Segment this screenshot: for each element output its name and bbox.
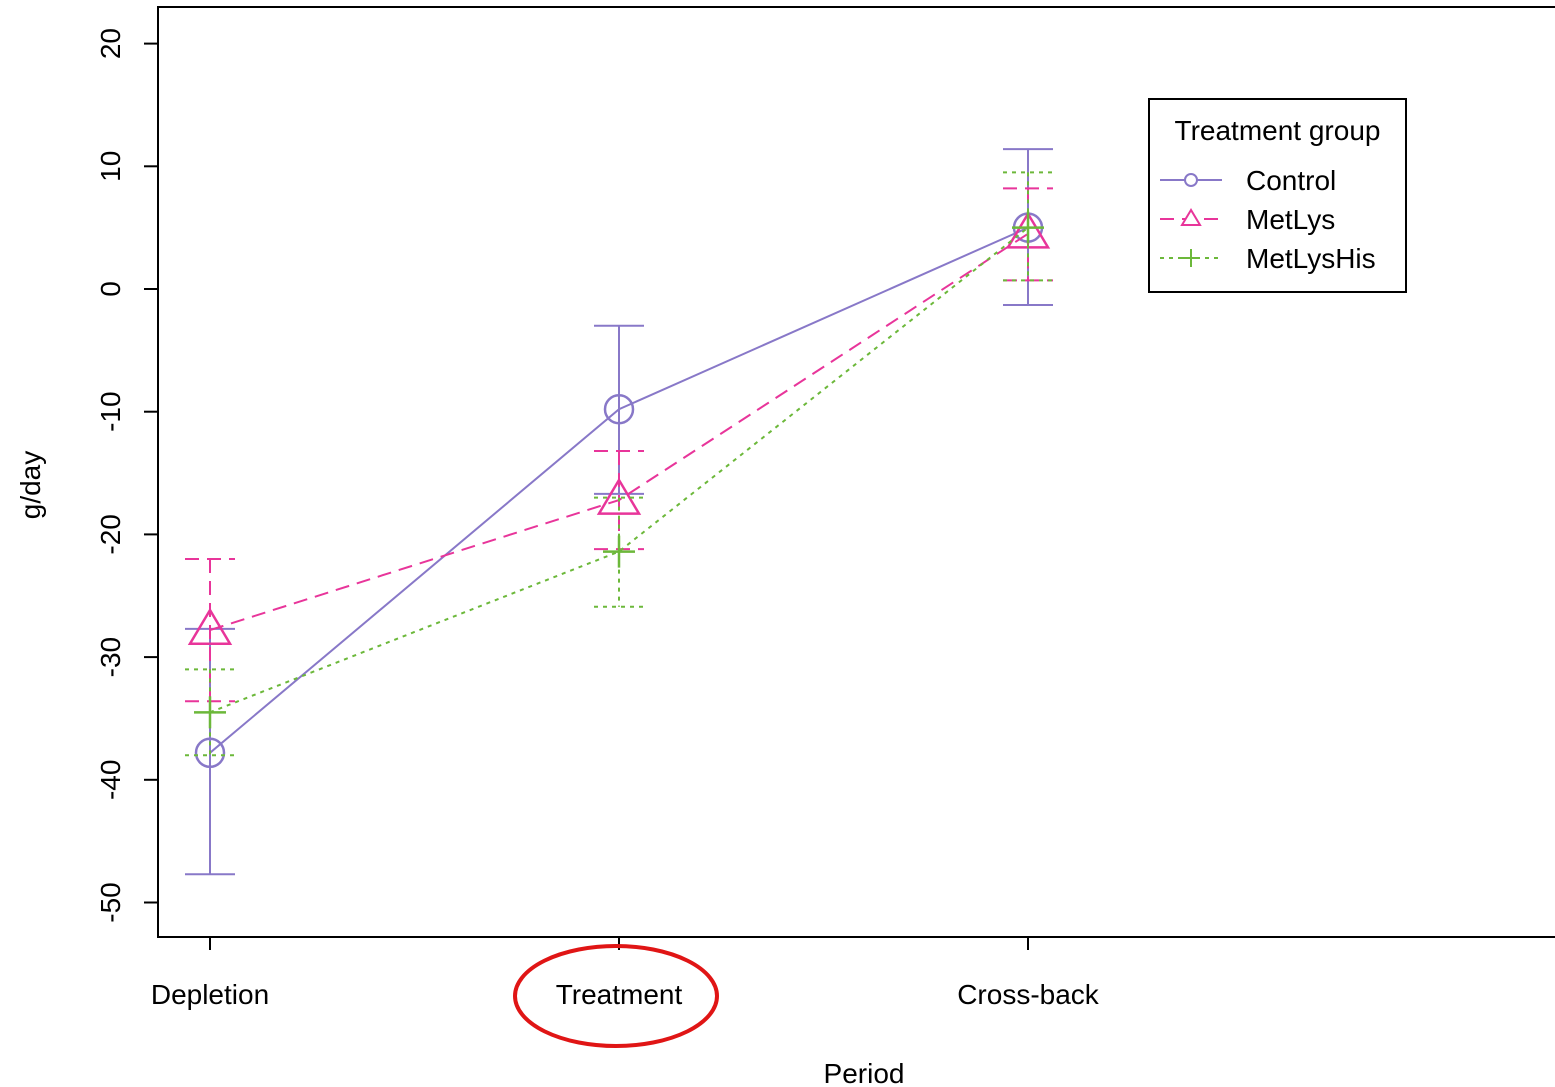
y-tick-label: -50 [95, 882, 126, 922]
data-point [596, 477, 642, 515]
highlight-circle-annotation [513, 944, 719, 1048]
y-tick-label: -30 [95, 637, 126, 677]
y-tick-label: 10 [95, 151, 126, 182]
data-point [603, 535, 635, 568]
legend-label: Control [1246, 165, 1336, 196]
x-axis-title: Period [824, 1058, 905, 1087]
legend-title: Treatment group [1175, 115, 1381, 146]
data-point [187, 607, 233, 645]
x-tick-label: Depletion [151, 979, 269, 1010]
series-metlyshis [185, 171, 1053, 757]
series-control [185, 148, 1053, 876]
y-tick-label: -40 [95, 760, 126, 800]
series-layer [185, 148, 1053, 876]
x-axis: Depletion Treatment Cross-back [151, 937, 1100, 1010]
legend-entry-metlyshis: MetLysHis [1160, 243, 1376, 274]
y-tick-label: -20 [95, 514, 126, 554]
legend-marker [1184, 173, 1198, 187]
legend-entry-control: Control [1160, 165, 1336, 196]
plot-frame [157, 6, 1555, 938]
legend-marker [1182, 249, 1200, 267]
data-point [603, 393, 635, 425]
series-line [209, 226, 1029, 714]
y-tick-label: 20 [95, 28, 126, 59]
legend-label: MetLys [1246, 204, 1335, 235]
legend: Treatment group Control MetLys MetLysHis [1148, 98, 1407, 293]
y-tick-label: 0 [95, 281, 126, 297]
y-tick-label: -10 [95, 391, 126, 431]
legend-entry-metlys: MetLys [1160, 204, 1335, 235]
data-point [194, 737, 226, 769]
legend-label: MetLysHis [1246, 243, 1376, 274]
data-point [194, 696, 226, 729]
x-tick-label: Cross-back [957, 979, 1100, 1010]
y-axis: 20 10 0 -10 -20 -30 -40 -50 [95, 28, 158, 923]
x-tick-label: Treatment [556, 979, 683, 1010]
legend-marker [1180, 208, 1202, 226]
data-point [1012, 211, 1044, 244]
y-axis-title: g/day [15, 451, 46, 520]
plot-frame-border [157, 6, 1555, 938]
